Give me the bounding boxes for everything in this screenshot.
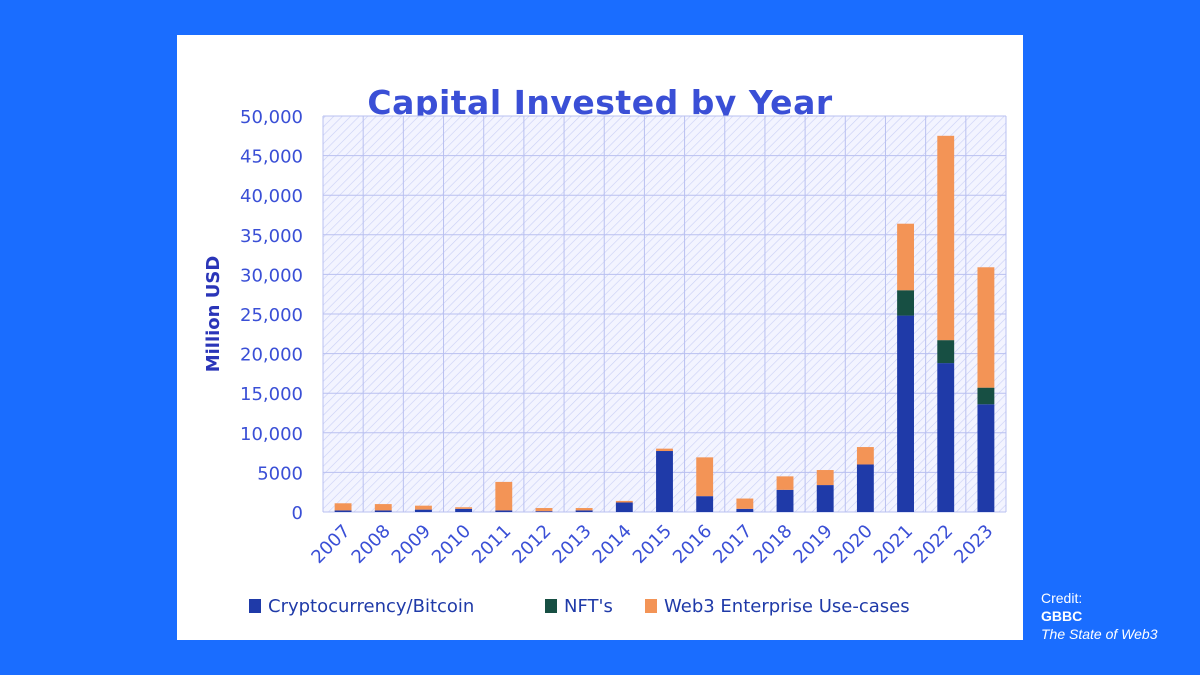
bar-2021-nft-s — [897, 290, 914, 316]
legend-label: Cryptocurrency/Bitcoin — [268, 596, 474, 617]
x-tick-label: 2020 — [830, 521, 877, 568]
legend-label: Web3 Enterprise Use-cases — [664, 596, 910, 617]
x-tick-label: 2022 — [910, 521, 957, 568]
y-tick-label: 50,000 — [240, 107, 303, 128]
legend-item: NFT's — [545, 596, 613, 617]
y-tick-label: 10,000 — [240, 424, 303, 445]
bar-2022-nft-s — [937, 340, 955, 364]
credit-label: Credit: — [1041, 590, 1083, 606]
bar-2023-nft-s — [977, 387, 995, 405]
x-tick-label: 2016 — [669, 521, 716, 568]
y-tick-label: 35,000 — [240, 226, 303, 247]
y-axis-label: Million USD — [203, 256, 224, 373]
x-tick-label: 2010 — [428, 521, 475, 568]
x-tick-label: 2017 — [709, 521, 756, 568]
bar-2018-web3-enterprise-use-cases — [776, 476, 794, 490]
bar-2008-web3-enterprise-use-cases — [374, 504, 392, 511]
credit-org: GBBC — [1041, 608, 1083, 624]
x-tick-label: 2018 — [749, 521, 796, 568]
x-tick-label: 2013 — [548, 521, 595, 568]
legend-swatch — [545, 599, 557, 613]
y-tick-label: 40,000 — [240, 186, 303, 207]
bar-2014-cryptocurrency-bitcoin — [615, 502, 633, 512]
credit-block: Credit: GBBC The State of Web3 — [1041, 589, 1157, 643]
bar-2022-cryptocurrency-bitcoin — [937, 363, 955, 512]
legend-label: NFT's — [564, 596, 613, 617]
x-tick-label: 2012 — [508, 521, 555, 568]
legend-swatch — [645, 599, 657, 613]
x-tick-label: 2021 — [870, 521, 917, 568]
bar-2011-web3-enterprise-use-cases — [495, 481, 513, 511]
bar-2016-web3-enterprise-use-cases — [696, 457, 714, 497]
bar-2013-cryptocurrency-bitcoin — [575, 510, 593, 512]
y-tick-label: 45,000 — [240, 147, 303, 168]
credit-source: The State of Web3 — [1041, 626, 1158, 642]
bar-2012-cryptocurrency-bitcoin — [535, 511, 553, 512]
bar-2010-web3-enterprise-use-cases — [455, 507, 473, 509]
x-tick-label: 2019 — [789, 521, 836, 568]
bar-2010-cryptocurrency-bitcoin — [455, 508, 473, 512]
bar-2008-cryptocurrency-bitcoin — [374, 510, 392, 512]
bar-2020-web3-enterprise-use-cases — [856, 447, 874, 465]
x-tick-label: 2015 — [629, 521, 676, 568]
bar-2012-web3-enterprise-use-cases — [535, 508, 553, 512]
bar-2014-web3-enterprise-use-cases — [615, 500, 633, 503]
bar-2017-cryptocurrency-bitcoin — [736, 508, 754, 512]
bar-2016-cryptocurrency-bitcoin — [696, 496, 714, 512]
bar-2019-cryptocurrency-bitcoin — [816, 485, 834, 512]
y-tick-label: 20,000 — [240, 345, 303, 366]
bar-2021-cryptocurrency-bitcoin — [897, 315, 914, 512]
y-tick-label: 15,000 — [240, 384, 303, 405]
bar-2009-cryptocurrency-bitcoin — [415, 509, 432, 512]
legend-item: Web3 Enterprise Use-cases — [645, 596, 910, 617]
bar-2020-cryptocurrency-bitcoin — [856, 464, 874, 512]
x-tick-label: 2014 — [589, 521, 636, 568]
bar-2013-web3-enterprise-use-cases — [575, 508, 593, 511]
x-tick-label: 2023 — [950, 521, 997, 568]
bar-2021-web3-enterprise-use-cases — [897, 223, 914, 291]
bar-2015-cryptocurrency-bitcoin — [656, 451, 673, 512]
bar-2007-web3-enterprise-use-cases — [334, 503, 352, 511]
x-tick-label: 2011 — [468, 521, 515, 568]
bar-2023-cryptocurrency-bitcoin — [977, 404, 995, 512]
y-tick-label: 5000 — [257, 463, 303, 484]
x-tick-label: 2009 — [388, 521, 435, 568]
bar-2015-web3-enterprise-use-cases — [656, 448, 673, 452]
y-tick-label: 0 — [292, 503, 303, 524]
chart-card: Capital Invested by Year 0 5000 10,000 15,0… — [177, 35, 1023, 640]
bar-2023-web3-enterprise-use-cases — [977, 267, 995, 388]
bar-2017-web3-enterprise-use-cases — [736, 498, 754, 509]
bar-2019-web3-enterprise-use-cases — [816, 470, 834, 486]
bar-2007-cryptocurrency-bitcoin — [334, 510, 352, 512]
bar-2018-cryptocurrency-bitcoin — [776, 489, 794, 512]
x-tick-label: 2007 — [307, 521, 354, 568]
bar-2022-web3-enterprise-use-cases — [937, 135, 955, 341]
chart-svg: 0 5000 10,000 15,000 20,000 25,000 30,000 35,00… — [203, 107, 1007, 617]
y-tick-label: 30,000 — [240, 265, 303, 286]
legend-item: Cryptocurrency/Bitcoin — [249, 596, 474, 617]
x-tick-label: 2008 — [348, 521, 395, 568]
y-tick-label: 25,000 — [240, 305, 303, 326]
bar-2009-web3-enterprise-use-cases — [415, 505, 432, 510]
bar-2011-cryptocurrency-bitcoin — [495, 510, 513, 512]
legend-swatch — [249, 599, 261, 613]
